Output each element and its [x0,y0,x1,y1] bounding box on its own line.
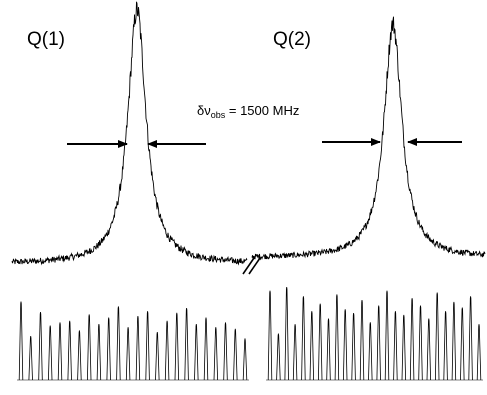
comb-line [145,311,150,381]
comb-line [460,307,465,381]
comb-line [409,298,415,381]
comb-line [384,290,390,381]
comb-line [309,311,314,381]
comb-line [343,309,348,381]
comb-line [318,303,323,381]
comb-line [393,311,398,381]
comb-line [18,301,24,381]
panel-label-q1: Q(1) [27,29,65,50]
comb-line [48,325,53,381]
comb-line [301,296,306,381]
comb-line [418,305,423,381]
comb-line [242,338,248,381]
comb-spectrum-q1 [17,301,249,381]
comb-line [87,314,92,381]
comb-line [284,286,289,381]
comb-line [435,292,440,381]
axis-break-slash-2 [248,257,261,275]
comb-line [174,312,179,381]
lineshape-trace-q1 [11,1,248,266]
comb-line [77,330,82,381]
comb-line [468,296,473,381]
comb-line [155,331,160,381]
comb-line [476,324,482,381]
linewidth-subscript: obs [210,110,226,120]
linewidth-value: = 1500 MHz [225,103,300,118]
comb-line [116,306,121,381]
comb-line [233,328,238,381]
comb-line [292,324,298,381]
lineshape-trace-q2 [251,16,486,261]
comb-line [213,327,218,381]
comb-line [426,318,431,381]
comb-line [38,311,43,381]
panel-label-q2: Q(2) [273,29,311,50]
comb-line [334,294,340,381]
spectra-group [11,1,486,266]
comb-line [451,301,457,381]
comb-line [57,322,63,381]
comb-line [359,299,365,381]
comb-line [67,320,72,381]
comb-line [351,312,356,381]
comb-line [96,323,102,381]
linewidth-symbol: δν [197,103,211,118]
linewidth-annotation: δνobs = 1500 MHz [197,104,299,120]
comb-line [203,317,209,381]
comb-line [125,327,131,381]
comb-line [267,290,273,381]
linewidth-arrows [67,138,462,148]
comb-line [326,318,331,381]
comb-line [135,315,141,381]
comb-line [368,322,373,381]
comb-line [106,317,111,381]
comb-line [401,314,406,381]
axis-break-slash-1 [242,257,255,275]
comb-line [376,305,381,381]
comb-line [164,320,170,381]
comb-spectrum-q2 [266,286,483,381]
comb-line [28,335,33,381]
axis-break-mark [242,257,261,275]
comb-line [184,307,189,381]
comb-line [443,311,448,381]
comb-line [223,322,228,381]
comb-line [194,323,199,381]
comb-line [276,333,281,381]
